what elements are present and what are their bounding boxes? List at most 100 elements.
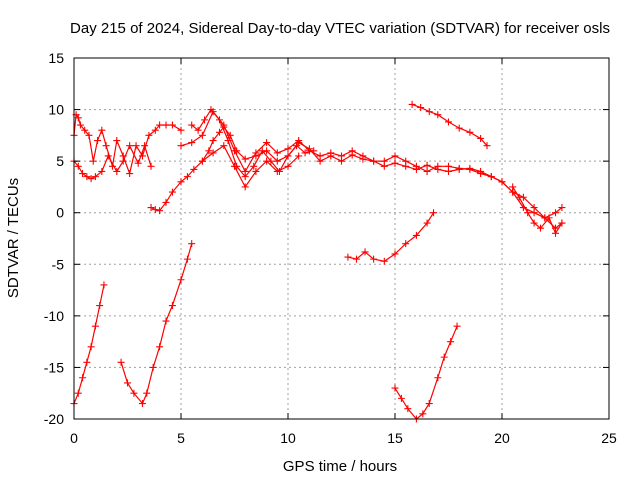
data-point <box>83 358 91 366</box>
data-point <box>83 173 91 181</box>
data-point <box>402 240 410 248</box>
data-point <box>74 389 82 397</box>
data-point <box>412 231 420 239</box>
data-point <box>156 343 164 351</box>
data-point <box>138 152 146 160</box>
data-point <box>183 255 191 263</box>
data-point <box>76 121 84 129</box>
data-point <box>141 142 149 150</box>
data-point <box>447 338 455 346</box>
data-point <box>558 219 566 227</box>
data-point <box>162 198 170 206</box>
data-point <box>85 131 93 139</box>
data-point <box>94 137 102 145</box>
data-point <box>258 147 266 155</box>
y-tick-label: -10 <box>44 308 64 324</box>
data-point <box>231 162 238 170</box>
data-point <box>263 139 271 147</box>
data-point <box>138 400 146 408</box>
data-point <box>408 100 416 108</box>
data-point <box>558 204 566 212</box>
data-point <box>552 229 559 237</box>
y-tick-label: -20 <box>44 411 64 427</box>
data-point <box>151 126 159 134</box>
data-point <box>310 147 318 155</box>
data-point <box>126 170 134 178</box>
data-point <box>425 108 433 116</box>
data-point <box>524 209 532 217</box>
data-point <box>104 152 112 160</box>
data-point <box>455 124 463 132</box>
data-point <box>205 147 213 155</box>
data-point <box>132 142 140 150</box>
data-point <box>177 178 185 186</box>
data-point <box>224 137 232 145</box>
data-point <box>74 162 82 170</box>
data-point <box>359 152 367 160</box>
data-point <box>168 188 176 196</box>
data-point <box>162 121 170 129</box>
x-tick-label: 25 <box>601 430 617 446</box>
series-arc-i <box>344 209 438 265</box>
data-point <box>241 155 249 163</box>
data-point <box>252 149 260 157</box>
data-point <box>216 116 224 124</box>
y-axis-label: SDTVAR / TECUs <box>5 178 22 298</box>
data-point <box>220 142 228 150</box>
data-point <box>273 149 281 157</box>
data-point <box>361 248 369 256</box>
data-point <box>397 394 405 402</box>
data-point <box>98 126 106 134</box>
data-point <box>301 149 309 157</box>
data-point <box>177 126 185 134</box>
data-point <box>537 224 545 232</box>
series-arc-h <box>117 240 196 408</box>
data-point <box>423 161 431 169</box>
data-point <box>404 405 412 413</box>
data-point <box>241 183 249 191</box>
data-point <box>241 173 249 181</box>
data-point <box>147 204 155 212</box>
series-line <box>411 103 488 147</box>
series-arc-c <box>147 123 566 232</box>
data-point <box>466 165 474 173</box>
data-point <box>87 343 95 351</box>
data-point <box>168 121 176 129</box>
y-tick-label: 10 <box>48 102 64 118</box>
data-point <box>477 134 485 142</box>
data-point <box>74 114 82 122</box>
data-point <box>87 175 95 183</box>
data-point <box>177 142 185 150</box>
data-point <box>434 374 442 382</box>
data-point <box>434 111 442 119</box>
data-point <box>100 281 108 289</box>
x-tick-label: 10 <box>280 430 296 446</box>
data-point <box>352 255 360 263</box>
series-line <box>347 212 435 262</box>
x-tick-label: 5 <box>177 430 185 446</box>
data-point <box>273 157 281 165</box>
plot-frame <box>73 57 610 420</box>
data-point <box>113 137 121 145</box>
data-point <box>263 157 271 165</box>
data-point <box>316 152 324 160</box>
data-point <box>156 207 164 215</box>
data-point <box>117 358 125 366</box>
series-line <box>73 284 105 404</box>
data-point <box>190 165 198 173</box>
data-point <box>143 389 151 397</box>
data-point <box>98 167 106 175</box>
data-point <box>466 128 474 136</box>
data-point <box>453 322 461 330</box>
series-line <box>150 126 563 230</box>
data-point <box>344 253 352 261</box>
data-point <box>188 240 196 248</box>
data-point <box>455 164 463 172</box>
data-point <box>188 139 196 147</box>
data-point <box>412 162 420 170</box>
data-point <box>434 162 442 170</box>
data-point <box>188 121 196 129</box>
data-point <box>119 157 127 165</box>
data-series <box>70 100 566 423</box>
x-axis-label: GPS time / hours <box>283 458 397 475</box>
